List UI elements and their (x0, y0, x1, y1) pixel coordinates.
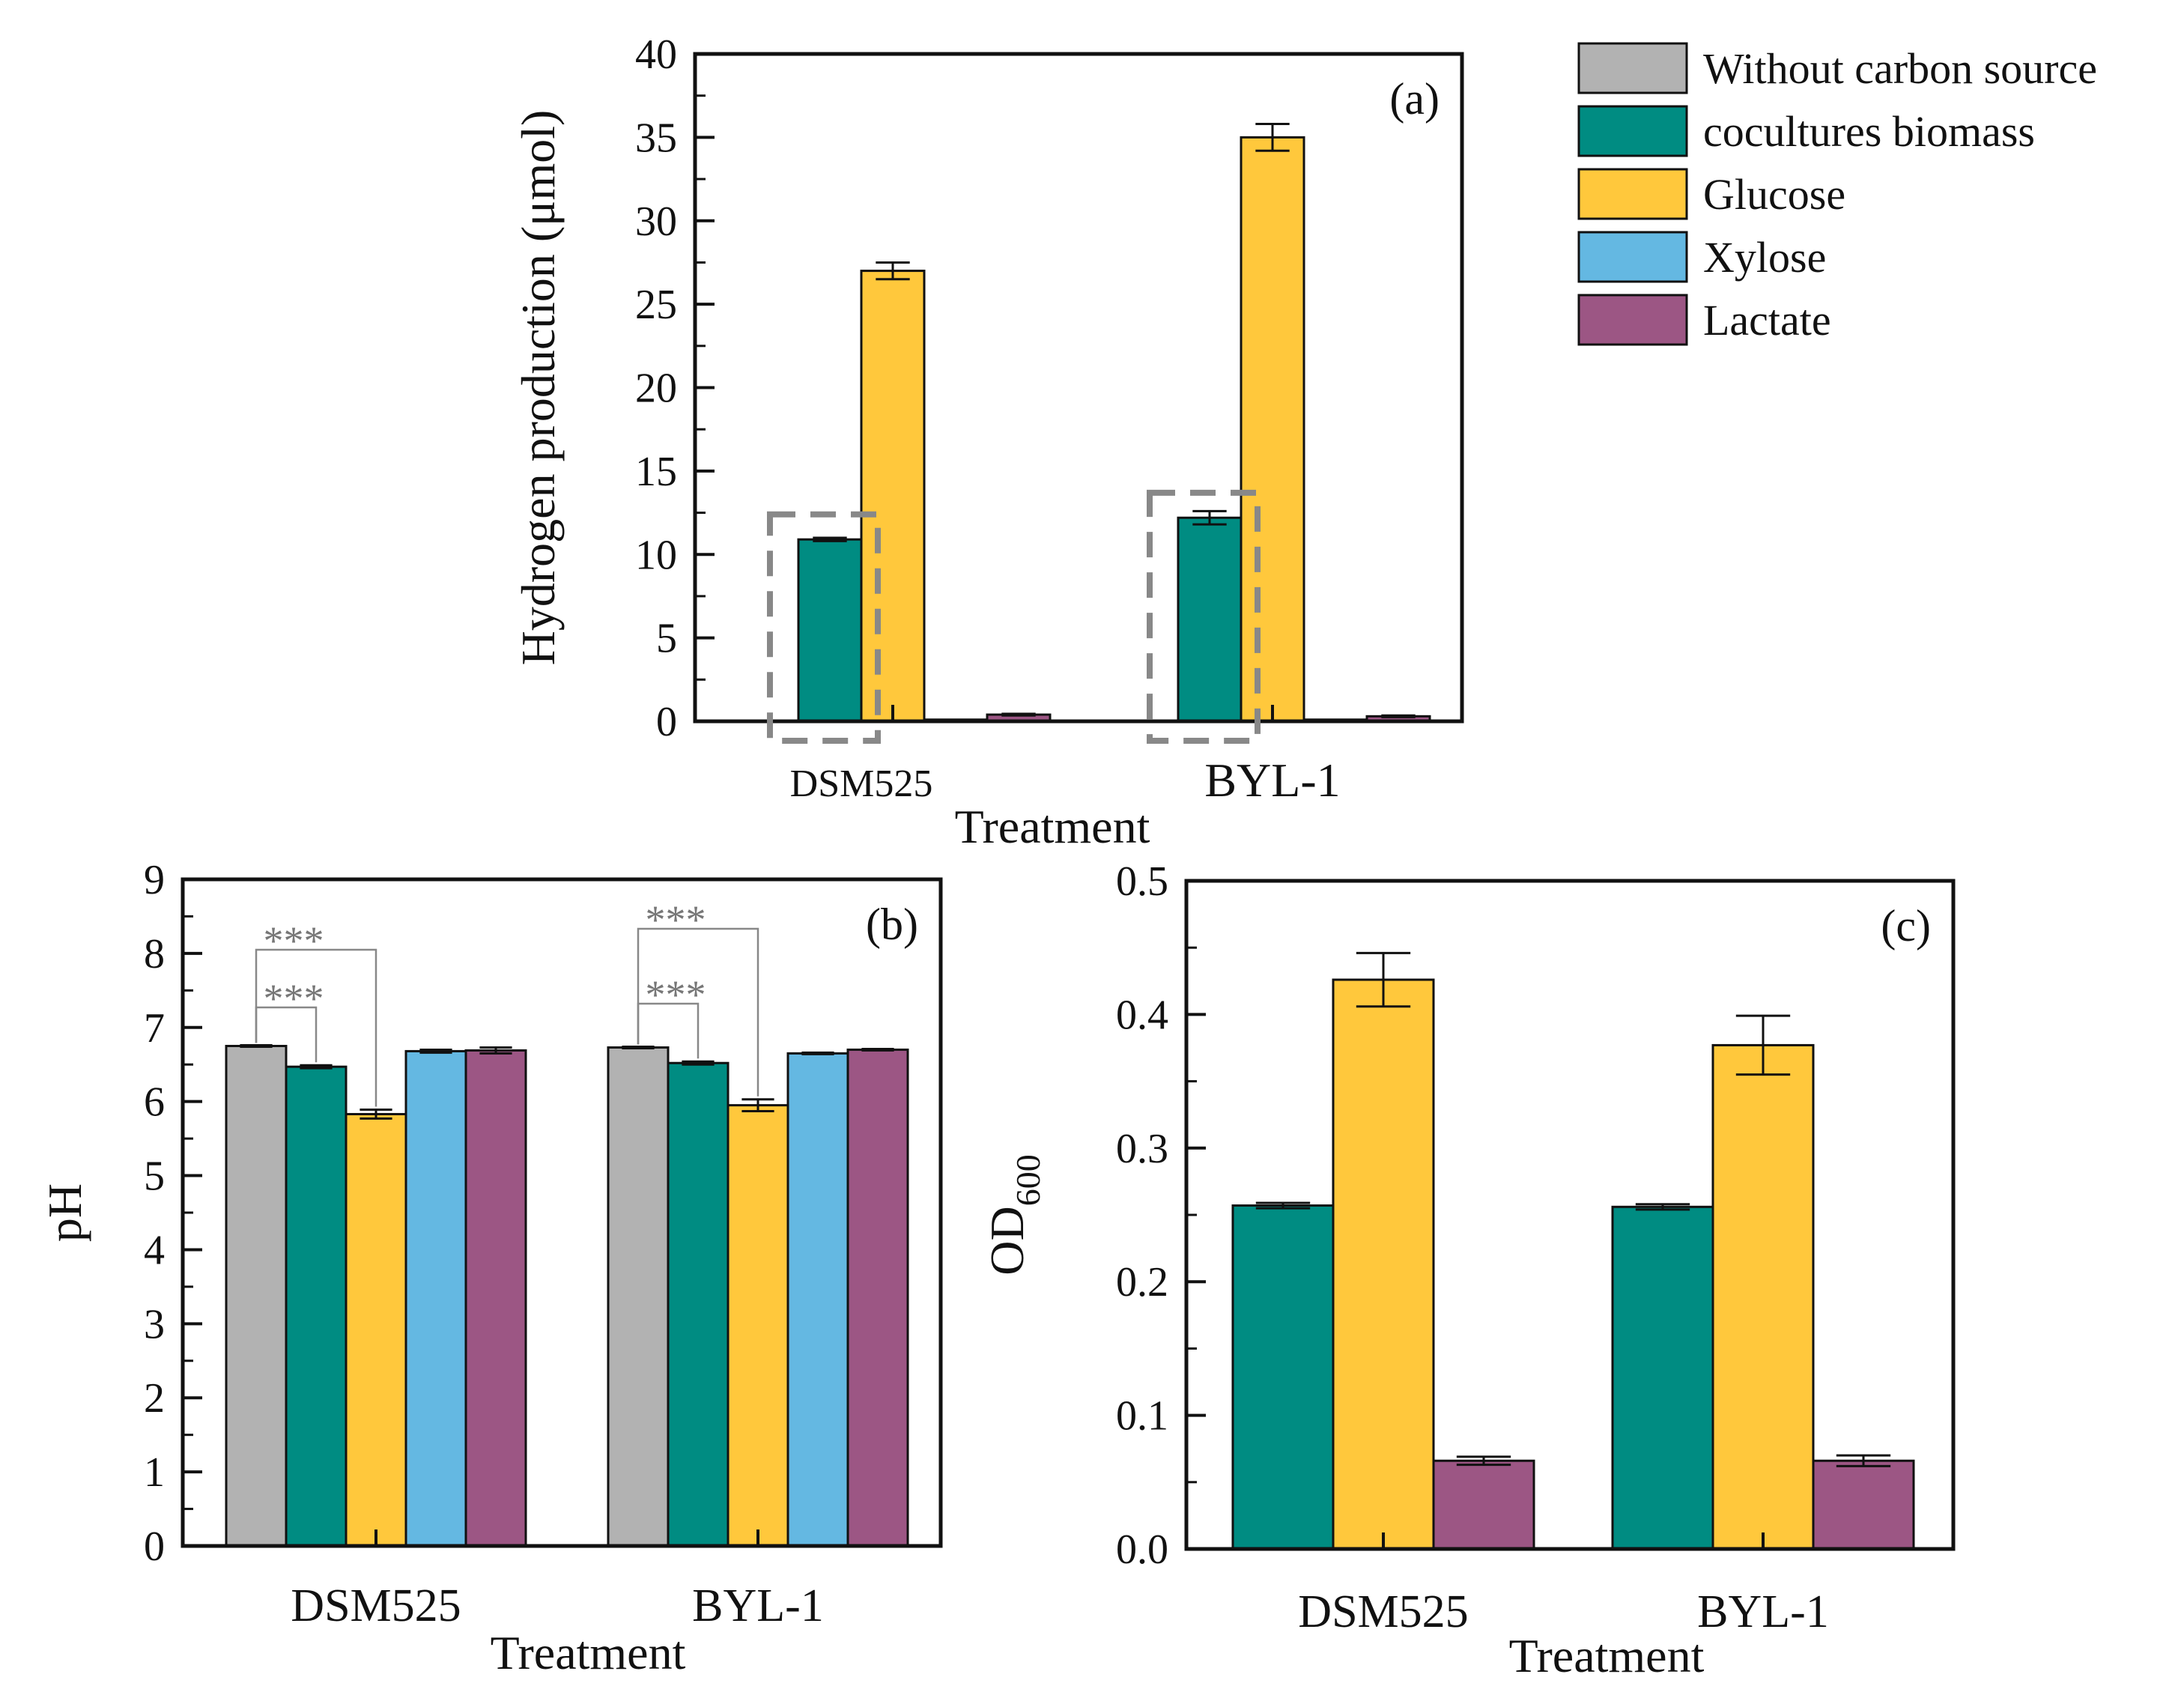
bar-without-byl-1 (607, 1046, 670, 1547)
highlight-box-dsm525 (767, 511, 881, 744)
legend-label-lactate: Lactate (1703, 296, 1831, 345)
y-axis-title: OD600 (980, 1154, 1047, 1275)
bar-xylose-byl-1 (786, 1052, 849, 1547)
panel-b-ph: DSM525 BYL-1 0 1 2 3 4 5 6 7 8 9 (b) Treatment pH *** **… (38, 857, 943, 1679)
y-tick-label: 5 (144, 1153, 165, 1200)
y-tick-label: 40 (635, 31, 677, 78)
category-label-dsm525: DSM525 (1298, 1586, 1468, 1637)
y-tick-label: 0.1 (1116, 1393, 1168, 1440)
y-tick-label: 25 (635, 282, 677, 328)
y-tick-label: 6 (144, 1079, 165, 1126)
y-tick-label: 0 (656, 699, 677, 745)
y-tick-label: 0.0 (1116, 1526, 1168, 1573)
bar-biomass-byl-1 (667, 1061, 729, 1547)
significance-label: *** (646, 972, 706, 1017)
bar-lactate-dsm525 (1432, 1459, 1535, 1550)
bar-biomass-dsm525 (797, 538, 863, 723)
legend-label-biomass: cocultures biomass (1703, 107, 2035, 156)
y-tick-label: 0 (144, 1523, 165, 1570)
y-tick-label: 0.4 (1116, 992, 1168, 1038)
significance-label: *** (264, 918, 324, 963)
legend-label-xylose: Xylose (1703, 233, 1826, 282)
legend-label-without: Without carbon source (1703, 44, 2097, 93)
x-axis-title: Treatment (955, 800, 1150, 853)
bar-biomass-dsm525 (1231, 1204, 1335, 1550)
bar-glucose-dsm525 (345, 1112, 407, 1547)
legend-swatch-glucose (1577, 168, 1688, 220)
bar-lactate-byl-1 (1812, 1459, 1915, 1550)
bar-glucose-byl-1 (1240, 136, 1305, 723)
category-label-byl-1: BYL-1 (1204, 754, 1340, 807)
y-tick-label: 4 (144, 1227, 165, 1273)
y-tick-label: 0.2 (1116, 1259, 1168, 1306)
significance-label: *** (264, 976, 324, 1021)
category-label-byl-1: BYL-1 (1697, 1586, 1829, 1637)
y-tick-label: 8 (144, 931, 165, 977)
bar-glucose-dsm525 (860, 270, 926, 723)
y-tick-label: 5 (656, 616, 677, 662)
legend-swatch-without (1577, 42, 1688, 94)
y-tick-label: 0.3 (1116, 1126, 1168, 1172)
y-axis-title: Hydrogen production (μmol) (512, 110, 565, 666)
y-tick-label: 0.5 (1116, 858, 1168, 905)
y-tick-label: 35 (635, 115, 677, 161)
legend-swatch-lactate (1577, 294, 1688, 346)
x-axis-title: Treatment (1509, 1629, 1705, 1682)
y-tick-label: 1 (144, 1449, 165, 1496)
bar-lactate-byl-1 (846, 1048, 909, 1547)
y-tick-label: 3 (144, 1301, 165, 1347)
y-axis-title: pH (38, 1183, 91, 1242)
category-label-dsm525: DSM525 (291, 1580, 461, 1631)
significance-bracket (255, 948, 377, 1107)
bar-biomass-byl-1 (1177, 516, 1243, 723)
panel-a-hydrogen-production: DSM525 BYL-1 0 5 10 15 20 25 30 35 40 (a) Treatment H… (512, 31, 1464, 853)
panel-c-od600: DSM525 BYL-1 0.0 0.1 0.2 0.3 0.4 0.5 (c) Treatmen… (980, 858, 1956, 1682)
y-tick-label: 15 (635, 449, 677, 495)
legend-swatch-biomass (1577, 105, 1688, 157)
y-tick-label: 10 (635, 532, 677, 578)
y-tick-label: 7 (144, 1005, 165, 1052)
bar-without-dsm525 (225, 1045, 288, 1547)
legend-label-glucose: Glucose (1703, 170, 1845, 219)
bar-xylose-dsm525 (404, 1049, 467, 1547)
bar-biomass-byl-1 (1611, 1205, 1714, 1550)
panel-label: (a) (1389, 74, 1440, 124)
significance-label: *** (646, 897, 706, 942)
y-tick-label: 2 (144, 1375, 165, 1422)
y-tick-label: 9 (144, 857, 165, 903)
bar-glucose-byl-1 (727, 1104, 789, 1547)
y-tick-label: 20 (635, 366, 677, 412)
bar-glucose-dsm525 (1332, 978, 1435, 1550)
bar-biomass-dsm525 (285, 1065, 348, 1547)
category-label-dsm525: DSM525 (790, 762, 933, 805)
bar-glucose-byl-1 (1711, 1043, 1815, 1550)
category-label-byl-1: BYL-1 (692, 1580, 824, 1631)
highlight-box-byl-1 (1147, 489, 1261, 745)
legend: Without carbon source cocultures biomass G… (1577, 42, 2097, 346)
significance-bracket (637, 927, 759, 1097)
x-axis-title: Treatment (491, 1626, 686, 1679)
panel-label: (c) (1881, 901, 1931, 950)
bar-lactate-dsm525 (464, 1049, 527, 1547)
panel-label: (b) (866, 900, 918, 949)
y-tick-label: 30 (635, 198, 677, 245)
legend-swatch-xylose (1577, 231, 1688, 283)
